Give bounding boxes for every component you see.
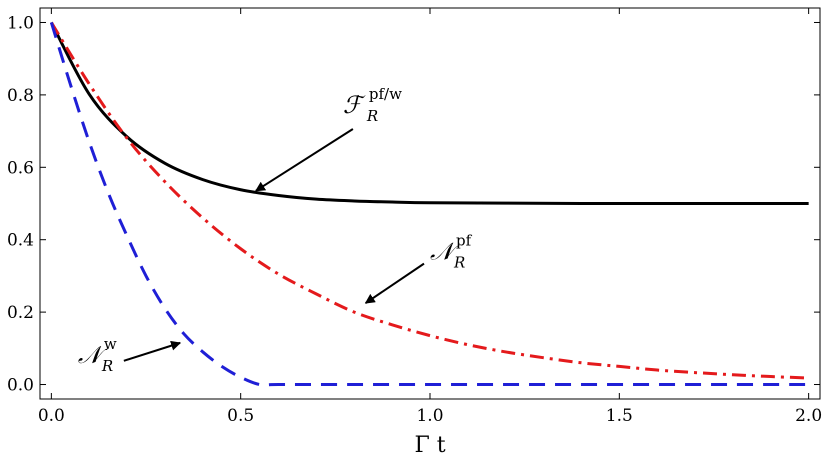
x-tick-label: 1.5 (606, 406, 633, 426)
x-tick-label: 0.0 (38, 406, 65, 426)
series-line-2 (50, 21, 809, 380)
y-tick-label: 0.0 (7, 376, 34, 396)
annotation-superscript: pf/w (369, 85, 402, 103)
x-tick-label: 1.0 (416, 406, 443, 426)
y-tick-label: 0.2 (7, 303, 34, 323)
y-tick-label: 0.4 (7, 231, 34, 251)
annotation-arrow (254, 128, 354, 192)
x-tick-label: 0.5 (227, 406, 254, 426)
annotation-arrow (364, 262, 425, 304)
axis-ticks: 0.0 0.5 1.0 1.5 2.0 0.0 0.2 0.4 0.6 0.8 1.0 (7, 8, 822, 426)
y-tick-label: 1.0 (7, 13, 34, 33)
annotation-subscript: R (453, 254, 465, 272)
series-layer (49, 21, 809, 387)
y-tick-label: 0.6 (7, 158, 34, 178)
annotation-superscript: pf (456, 232, 473, 250)
series-line-3 (49, 22, 809, 387)
annotation-arrow (123, 340, 182, 362)
annotation-superscript: w (104, 335, 117, 353)
annotation-symbol: ℱ (343, 91, 366, 119)
x-tick-label: 2.0 (795, 406, 822, 426)
x-axis-title: Γ t (414, 433, 445, 458)
annotation-subscript: R (101, 357, 113, 375)
series-line-1 (50, 21, 809, 206)
y-tick-label: 0.8 (7, 86, 34, 106)
annotation-subscript: R (366, 107, 378, 125)
